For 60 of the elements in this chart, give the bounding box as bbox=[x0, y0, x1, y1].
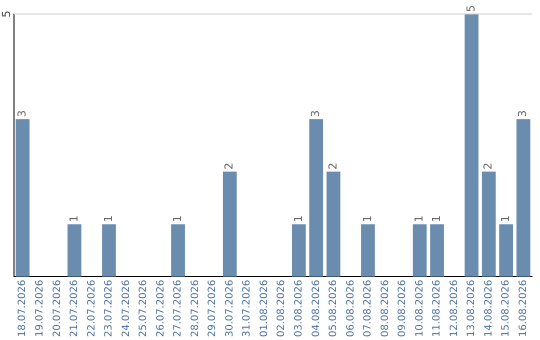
x-tick-label: 09.08.2026 bbox=[397, 280, 408, 338]
x-tick-label: 10.08.2026 bbox=[414, 280, 426, 338]
data-label: 2 bbox=[326, 162, 340, 170]
bar bbox=[292, 224, 306, 277]
x-tick-label: 04.08.2026 bbox=[310, 280, 322, 338]
bar bbox=[482, 172, 496, 277]
data-label: 1 bbox=[430, 215, 443, 222]
bar bbox=[102, 224, 116, 277]
x-tick-label: 16.08.2026 bbox=[518, 280, 529, 338]
x-tick-label: 02.08.2026 bbox=[276, 280, 288, 338]
data-label: 1 bbox=[360, 215, 374, 222]
bar bbox=[412, 224, 427, 277]
x-tick-label: 05.08.2026 bbox=[328, 280, 340, 338]
bar bbox=[516, 119, 530, 277]
x-tick-label: 23.07.2026 bbox=[104, 280, 115, 338]
x-tick-label: 21.07.2026 bbox=[69, 280, 80, 338]
bar bbox=[499, 224, 514, 277]
x-tick-label: 03.08.2026 bbox=[293, 280, 304, 338]
data-label: 3 bbox=[309, 110, 322, 118]
bar bbox=[309, 119, 324, 277]
bar bbox=[326, 172, 340, 277]
data-label: 1 bbox=[170, 215, 184, 222]
x-tick-label: 14.08.2026 bbox=[483, 280, 494, 338]
bar bbox=[361, 224, 375, 277]
x-tick-label: 01.08.2026 bbox=[258, 280, 270, 338]
data-label: 2 bbox=[222, 162, 236, 170]
x-tick-label: 15.08.2026 bbox=[500, 280, 512, 338]
bar bbox=[464, 14, 478, 277]
x-tick-label: 12.08.2026 bbox=[448, 280, 460, 338]
bar bbox=[68, 224, 82, 277]
data-label: 1 bbox=[498, 215, 512, 222]
data-label: 1 bbox=[292, 215, 305, 222]
data-label: 1 bbox=[67, 215, 80, 222]
bar bbox=[171, 224, 185, 277]
x-tick-label: 28.07.2026 bbox=[190, 280, 201, 338]
x-tick-label: 29.07.2026 bbox=[207, 280, 218, 338]
x-tick-label: 11.08.2026 bbox=[432, 280, 443, 338]
x-tick-label: 22.07.2026 bbox=[86, 280, 98, 338]
bar bbox=[16, 119, 30, 277]
x-tick-label: 07.08.2026 bbox=[362, 280, 374, 338]
data-label: 3 bbox=[516, 110, 530, 118]
x-tick-label: 06.08.2026 bbox=[345, 280, 356, 338]
data-label: 5 bbox=[464, 5, 478, 12]
bar bbox=[222, 172, 237, 277]
x-tick-label: 24.07.2026 bbox=[120, 280, 132, 338]
data-label: 3 bbox=[15, 110, 28, 118]
data-label: 2 bbox=[482, 162, 495, 170]
x-tick-label: 26.07.2026 bbox=[155, 280, 166, 338]
x-tick-label: 30.07.2026 bbox=[224, 280, 236, 338]
x-tick-label: 31.07.2026 bbox=[242, 280, 253, 338]
x-tick-label: 08.08.2026 bbox=[380, 280, 391, 338]
bar bbox=[430, 224, 444, 277]
data-label: 1 bbox=[412, 215, 426, 222]
x-tick-label: 20.07.2026 bbox=[52, 280, 63, 338]
x-tick-label: 18.07.2026 bbox=[17, 280, 28, 338]
x-tick-label: 19.07.2026 bbox=[34, 280, 46, 338]
x-tick-label: 27.07.2026 bbox=[172, 280, 184, 338]
data-label: 1 bbox=[102, 215, 115, 222]
x-tick-label: 13.08.2026 bbox=[466, 280, 478, 338]
x-tick-label: 25.07.2026 bbox=[138, 280, 150, 338]
